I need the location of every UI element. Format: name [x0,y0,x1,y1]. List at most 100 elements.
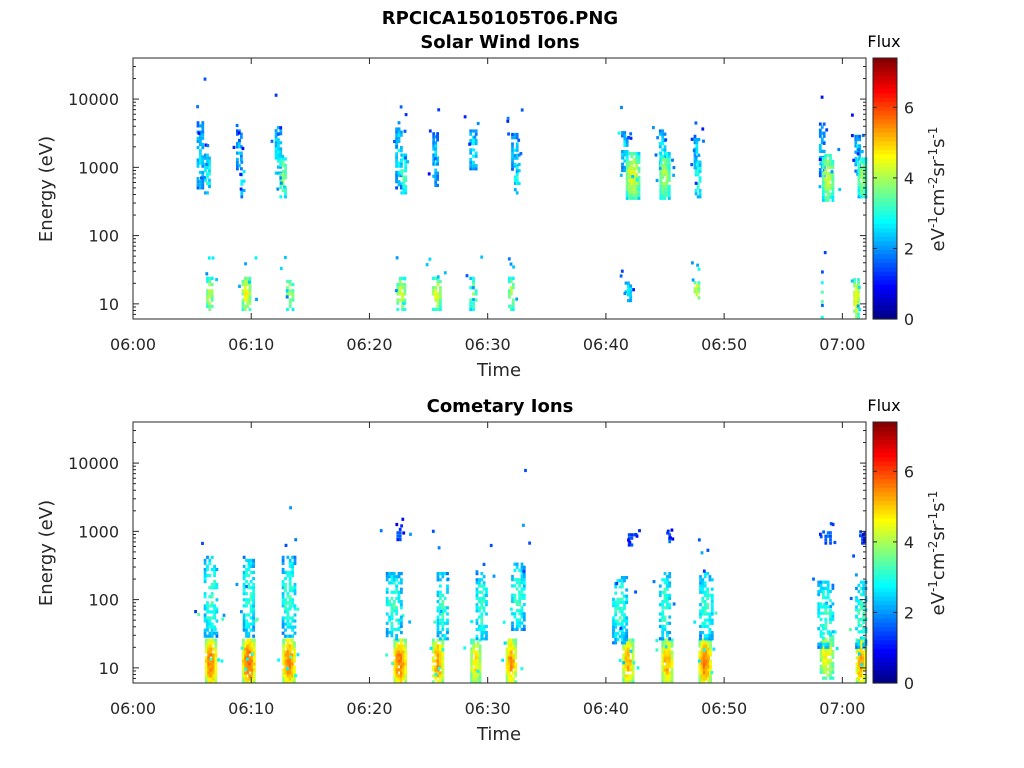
spectrogram-cell [392,600,396,604]
spectrogram-cell [624,653,628,657]
spectrogram-cell [817,645,821,649]
spectrogram-point [524,468,527,473]
spectrogram-cell [400,186,403,190]
spectrogram-cell [404,662,407,666]
spectrogram-cell [244,665,247,669]
spectrogram-cell [859,617,863,621]
spectrogram-cell [281,170,285,174]
spectrogram-cell [398,538,402,542]
spectrogram-cell [395,596,398,601]
spectrogram-cell [254,256,258,260]
spectrogram-cell [855,627,858,631]
solar-wind-y-label: Energy (eV) [36,136,57,242]
solar-wind-plot-area[interactable] [133,58,866,319]
spectrogram-cell [700,641,704,645]
spectrogram-cell [400,130,403,134]
spectrogram-cell [401,295,404,299]
spectrogram-cell [446,590,449,594]
spectrogram-cell [614,619,618,623]
spectrogram-cell [281,567,285,572]
spectrogram-cell [469,276,473,280]
spectrogram-cell [207,659,211,663]
spectrogram-cell [397,161,401,165]
spectrogram-cell [629,299,633,303]
spectrogram-cell [203,619,207,623]
spectrogram-cell [826,652,830,656]
spectrogram-cell [666,634,669,638]
spectrogram-cell [247,564,251,568]
spectrogram-cell [215,607,219,611]
x-tick-label: 07:00 [819,335,865,354]
spectrogram-cell [436,638,440,642]
spectrogram-cell [698,680,702,684]
spectrogram-cell [242,641,245,645]
spectrogram-cell [666,668,669,672]
spectrogram-cell [623,131,627,135]
spectrogram-cell [213,610,216,614]
spectrogram-cell [663,659,667,663]
spectrogram-cell [822,122,826,126]
spectrogram-cell [196,183,200,187]
spectrogram-cell [242,555,246,559]
spectrogram-cell [617,131,621,135]
cometary-colorbar-title: Flux [867,396,900,415]
spectrogram-cell [668,575,672,579]
spectrogram-cell [238,142,241,146]
spectrogram-cell [395,575,398,579]
spectrogram-cell [277,171,280,175]
spectrogram-cell [661,172,665,176]
spectrogram-cell [288,601,292,605]
spectrogram-cell [399,680,403,684]
spectrogram-cell [831,602,835,606]
spectrogram-cell [474,677,478,681]
spectrogram-cell [522,596,526,600]
spectrogram-cell [820,131,824,135]
spectrogram-cell [286,622,290,626]
spectrogram-cell [822,649,825,653]
colorbar-segment [873,218,897,224]
spectrogram-cell [506,116,510,120]
spectrogram-cell [395,136,398,140]
spectrogram-cell [614,591,618,595]
spectrogram-cell [203,607,207,611]
colorbar-segment [873,443,897,449]
spectrogram-cell [852,158,856,162]
spectrogram-cell [204,156,207,160]
spectrogram-cell [515,191,519,195]
spectrogram-cell [431,292,435,296]
spectrogram-cell [472,647,476,651]
spectrogram-cell [247,622,251,626]
spectrogram-cell [829,162,832,167]
spectrogram-cell [819,586,823,590]
spectrogram-cell [286,307,289,311]
spectrogram-cell [439,631,442,635]
spectrogram-cell [250,644,254,648]
spectrogram-cell [446,577,450,581]
spectrogram-cell [441,624,445,628]
spectrogram-cell [214,677,218,681]
spectrogram-cell [859,630,863,634]
spectrogram-cell [472,167,475,171]
spectrogram-cell [252,558,255,562]
spectrogram-cell [293,555,297,559]
spectrogram-cell [824,183,828,187]
spectrogram-cell [857,173,861,177]
cometary-x-label: Time [476,724,521,745]
spectrogram-cell [620,582,624,586]
spectrogram-cell [511,599,514,603]
spectrogram-cell [482,596,486,601]
spectrogram-cell [821,270,824,274]
spectrogram-cell [485,587,488,591]
spectrogram-cell [831,586,835,590]
spectrogram-cell [402,674,405,678]
spectrogram-cell [395,173,398,178]
spectrogram-cell [857,315,860,319]
spectrogram-cell [621,131,624,135]
spectrogram-cell [622,647,625,651]
spectrogram-cell [632,160,636,164]
x-tick-label: 06:30 [465,335,511,354]
colorbar-tick-label: 0 [904,310,914,329]
spectrogram-cell [855,647,859,651]
spectrogram-cell [612,616,615,620]
spectrogram-cell [625,181,629,185]
